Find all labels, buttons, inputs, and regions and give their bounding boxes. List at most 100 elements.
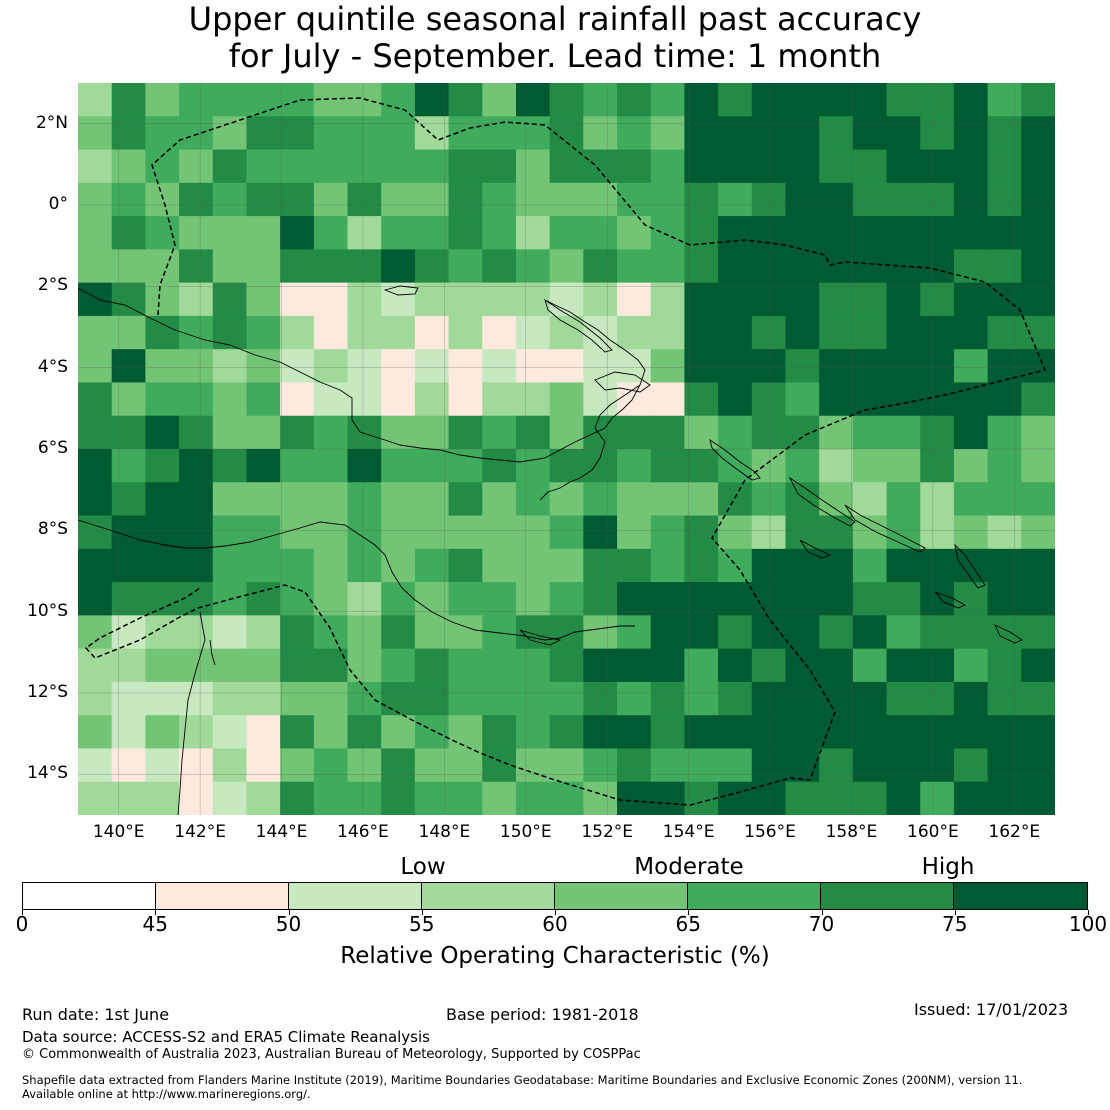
y-tick-label: 6°S: [37, 438, 68, 458]
issued-date: Issued: 17/01/2023: [914, 1000, 1069, 1019]
grid-cell: [852, 648, 888, 683]
grid-cell: [751, 116, 787, 151]
grid-cell: [886, 615, 921, 650]
grid-cell: [515, 449, 551, 483]
grid-cell: [886, 548, 921, 583]
grid-cell: [448, 149, 483, 184]
grid-cell: [886, 681, 921, 716]
grid-cell: [482, 748, 517, 783]
grid-cell: [313, 315, 349, 350]
grid-cell: [987, 449, 1022, 483]
grid-cell: [381, 681, 416, 716]
grid-cell: [549, 449, 584, 483]
grid-cell: [212, 715, 248, 750]
grid-cell: [145, 715, 180, 750]
new-ireland-coastline: [544, 298, 613, 353]
grid-cell: [313, 349, 349, 384]
grid-cell: [617, 781, 652, 815]
grid-cell: [212, 315, 248, 350]
grid-cell: [617, 349, 652, 384]
grid-cell: [650, 648, 686, 683]
grid-cell: [414, 548, 450, 583]
grid-cell: [920, 83, 955, 117]
grid-cell: [448, 415, 483, 450]
grid-cell: [482, 681, 517, 716]
grid-cell: [583, 582, 618, 616]
grid-cell: [313, 249, 349, 284]
grid-cell: [111, 349, 146, 384]
grid-cell: [246, 315, 281, 350]
grid-cell: [313, 282, 349, 317]
grid-cell: [381, 449, 416, 483]
grid-cell: [953, 182, 989, 217]
grid-cell: [381, 182, 416, 217]
grid-cell: [886, 582, 921, 616]
grid-cell: [246, 83, 281, 117]
grid-cell: [515, 349, 551, 384]
grid-cell: [751, 548, 787, 583]
grid-cell: [920, 216, 955, 250]
grid-cell: [212, 515, 248, 550]
colorbar-tick-mark: [288, 910, 290, 915]
grid-cell: [920, 116, 955, 151]
grid-cell: [920, 482, 955, 517]
grid-cell: [448, 515, 483, 550]
grid-cell: [684, 116, 719, 151]
grid-cell: [111, 648, 146, 683]
grid-cell: [347, 449, 382, 483]
grid-cell: [381, 83, 416, 117]
colorbar: [22, 882, 1088, 910]
grid-cell: [920, 715, 955, 750]
grid-cell: [583, 182, 618, 217]
grid-cell: [482, 415, 517, 450]
grid-cell: [785, 149, 820, 184]
grid-cell: [718, 116, 753, 151]
grid-cell: [111, 781, 146, 815]
grid-cell: [212, 349, 248, 384]
grid-cell: [212, 548, 248, 583]
y-tick-label: 14°S: [27, 763, 68, 784]
grid-cell: [583, 149, 618, 184]
grid-cell: [549, 648, 584, 683]
grid-cell: [650, 781, 686, 815]
colorbar-label: Relative Operating Characteristic (%): [340, 943, 770, 969]
grid-cell: [751, 282, 787, 317]
grid-cell: [347, 182, 382, 217]
grid-cell: [1021, 715, 1055, 750]
grid-cell: [617, 615, 652, 650]
grid-cell: [1021, 415, 1055, 450]
grid-cell: [179, 182, 214, 217]
grid-cell: [751, 648, 787, 683]
grid-cell: [381, 548, 416, 583]
grid-cell: [448, 449, 483, 483]
grid-cell: [515, 681, 551, 716]
grid-cell: [347, 548, 382, 583]
colorbar-segment: [688, 883, 821, 909]
grid-cell: [583, 515, 618, 550]
grid-cell: [145, 415, 180, 450]
grid-cell: [347, 748, 382, 783]
grid-cell: [347, 216, 382, 250]
colorbar-tick-mark: [688, 910, 690, 915]
grid-cell: [819, 781, 854, 815]
grid-cell: [987, 349, 1022, 384]
grid-cell: [549, 615, 584, 650]
grid-cell: [819, 715, 854, 750]
grid-cell: [785, 482, 820, 517]
eez-boundary: [84, 97, 1047, 806]
grid-cell: [179, 449, 214, 483]
y-tick-label: 10°S: [27, 600, 68, 621]
grid-cell: [987, 83, 1022, 117]
grid-cell: [920, 415, 955, 450]
grid-cell: [280, 182, 315, 217]
grid-cell: [953, 781, 989, 815]
grid-cell: [718, 648, 753, 683]
grid-cell: [785, 582, 820, 616]
grid-cell: [482, 149, 517, 184]
grid-cell: [886, 449, 921, 483]
grid-cell: [280, 315, 315, 350]
grid-cell: [684, 615, 719, 650]
graticule: [78, 83, 1055, 815]
grid-cell: [583, 315, 618, 350]
grid-cell: [751, 781, 787, 815]
